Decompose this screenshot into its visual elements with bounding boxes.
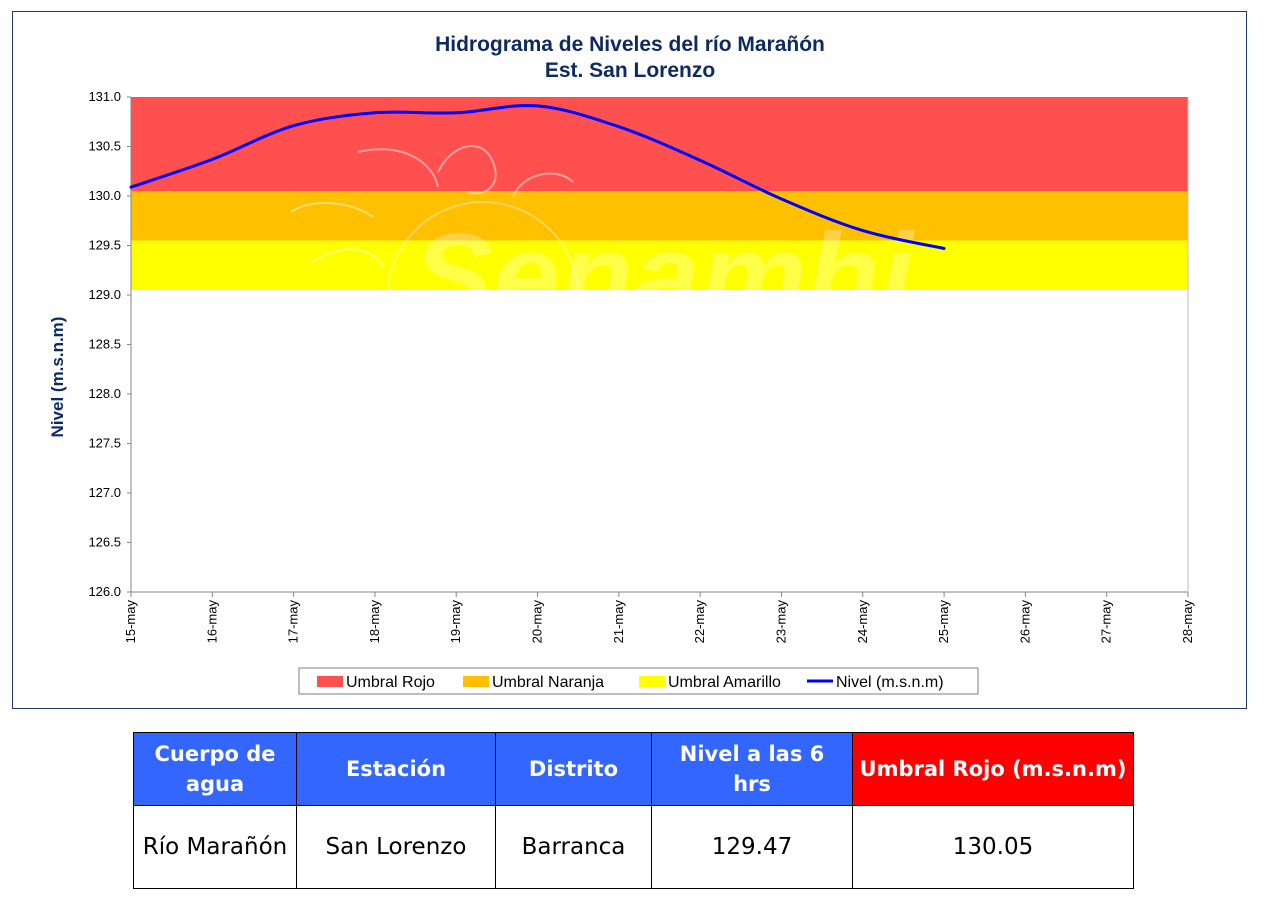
hydrograph-chart: Hidrograma de Niveles del río Marañón Es… (48, 33, 1195, 695)
x-tick-label: 25-may (936, 600, 951, 644)
header-umbral-rojo: Umbral Rojo (m.s.n.m) (852, 732, 1134, 806)
watermark-text: Senamhi (413, 209, 916, 343)
table-row: Río Marañón San Lorenzo Barranca 129.47 … (133, 805, 1134, 889)
y-tick-label: 128.5 (88, 337, 121, 352)
y-tick-label: 131.0 (88, 89, 121, 104)
x-tick-label: 16-may (204, 600, 219, 644)
y-tick-label: 130.0 (88, 188, 121, 203)
chart-container: Hidrograma de Niveles del río Marañón Es… (12, 11, 1247, 709)
x-tick-label: 23-may (773, 600, 788, 644)
cell-nivel: 129.47 (651, 805, 853, 889)
x-tick-label: 24-may (855, 600, 870, 644)
legend-label: Umbral Naranja (492, 674, 604, 691)
band-3 (131, 240, 1188, 291)
x-tick-label: 22-may (692, 600, 707, 644)
watermark-group: Senamhi (282, 145, 916, 393)
header-distrito: Distrito (495, 732, 652, 806)
station-info-table: Cuerpo de agua Estación Distrito Nivel a… (133, 732, 1134, 889)
table-header-row: Cuerpo de agua Estación Distrito Nivel a… (133, 732, 1134, 806)
y-axis-label: Nivel (m.s.n.m) (48, 317, 67, 438)
y-tick-label: 130.5 (88, 139, 121, 154)
x-tick-label: 20-may (530, 600, 545, 644)
x-tick-label: 15-may (123, 600, 138, 644)
x-tick-label: 27-may (1099, 600, 1114, 644)
x-tick-label: 26-may (1017, 600, 1032, 644)
y-tick-label: 129.5 (88, 238, 121, 253)
y-tick-label: 126.5 (88, 535, 121, 550)
series-line-nivel (129, 104, 946, 250)
x-tick-label: 21-may (611, 600, 626, 644)
cell-distrito: Barranca (495, 805, 652, 889)
x-tick-label: 18-may (367, 600, 382, 644)
chart-title: Hidrograma de Niveles del río Marañón (435, 33, 825, 56)
band-2 (131, 191, 1188, 241)
x-tick-label: 17-may (286, 600, 301, 644)
sun-logo-icon (282, 145, 574, 313)
legend-swatch (317, 676, 343, 687)
legend-swatch (463, 676, 489, 687)
legend-swatch (639, 676, 665, 687)
y-tick-label: 127.0 (88, 485, 121, 500)
header-estacion: Estación (296, 732, 496, 806)
x-tick-label: 19-may (448, 600, 463, 644)
cell-umbral-rojo: 130.05 (852, 805, 1134, 889)
y-tick-label: 129.0 (88, 287, 121, 302)
chart-subtitle: Est. San Lorenzo (545, 59, 715, 82)
x-tick-label: 28-may (1180, 600, 1195, 644)
legend-label: Nivel (m.s.n.m) (836, 674, 944, 691)
y-tick-label: 126.0 (88, 584, 121, 599)
legend-label: Umbral Amarillo (668, 674, 781, 691)
cell-cuerpo-de-agua: Río Marañón (133, 805, 297, 889)
header-nivel: Nivel a las 6 hrs (651, 732, 853, 806)
y-tick-label: 127.5 (88, 436, 121, 451)
cell-estacion: San Lorenzo (296, 805, 496, 889)
legend-box (298, 667, 979, 695)
y-tick-label: 128.0 (88, 386, 121, 401)
chart-legend: Umbral Rojo Umbral Naranja Umbral Amarillo… (298, 667, 979, 695)
legend-label: Umbral Rojo (346, 674, 435, 691)
header-cuerpo-de-agua: Cuerpo de agua (133, 732, 297, 806)
